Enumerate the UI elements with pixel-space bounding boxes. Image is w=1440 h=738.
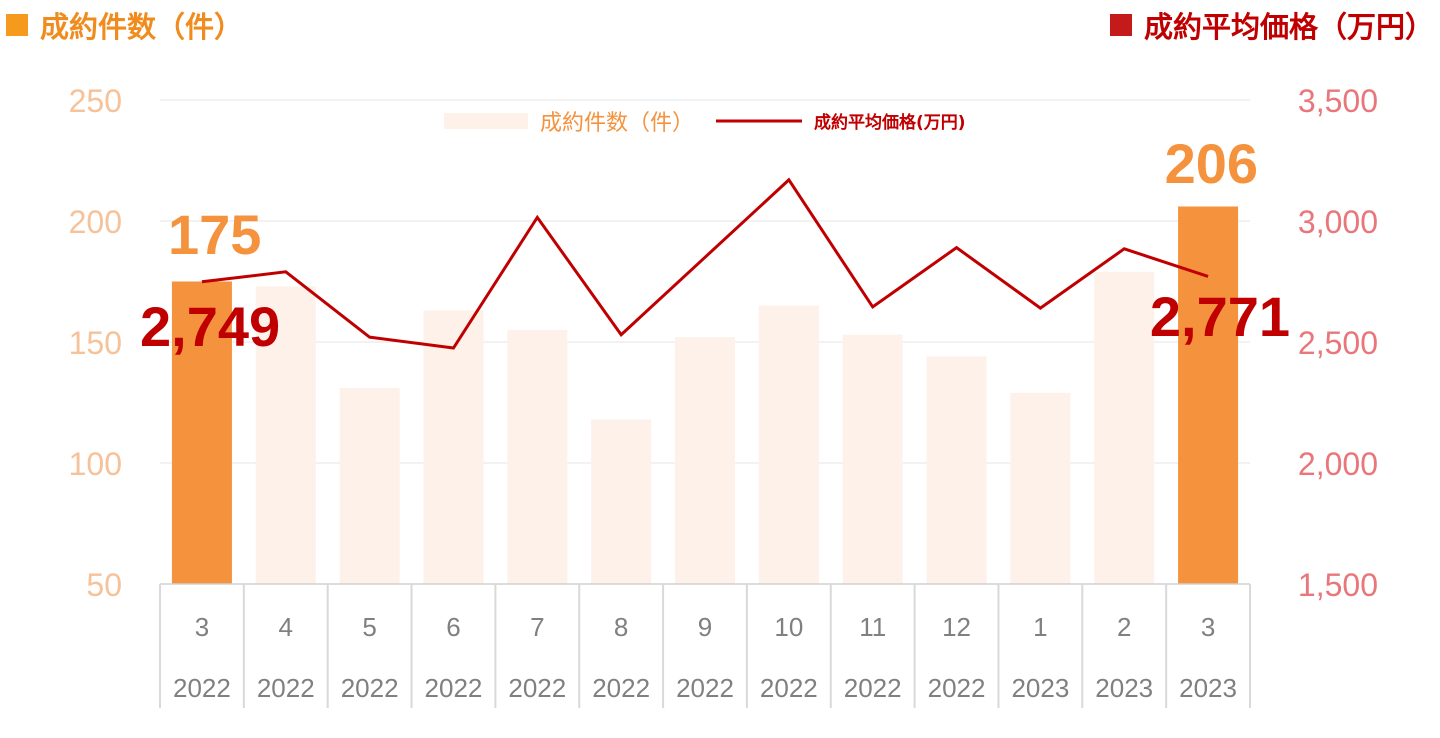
right-axis-tick-label: 2,500: [1298, 325, 1378, 361]
left-axis-header: 成約件数（件）: [6, 4, 243, 46]
right-header-square-icon: [1109, 14, 1132, 36]
category-year-label: 2023: [1095, 673, 1153, 703]
bar: [1178, 206, 1239, 585]
left-header-label: 成約件数（件）: [40, 10, 244, 44]
category-year-label: 2022: [844, 673, 902, 703]
category-year-label: 2022: [257, 673, 315, 703]
category-month-label: 2: [1117, 612, 1131, 642]
category-year-label: 2022: [592, 673, 650, 703]
line-first-value-label: 2,749: [140, 295, 280, 358]
category-year-label: 2022: [508, 673, 566, 703]
left-header-square-icon: [6, 14, 28, 36]
category-month-label: 7: [530, 612, 544, 642]
legend-bar-swatch: [444, 113, 528, 129]
bar-last-value-label: 206: [1165, 132, 1258, 195]
category-month-label: 5: [362, 612, 376, 642]
left-axis-tick-label: 150: [69, 325, 122, 361]
category-month-label: 10: [774, 612, 803, 642]
bar: [591, 419, 652, 584]
price-line: [201, 177, 1209, 350]
category-year-label: 2022: [676, 673, 734, 703]
bar: [339, 387, 400, 584]
legend-line-label: 成約平均価格(万円): [814, 112, 966, 133]
category-month-label: 9: [698, 612, 712, 642]
right-axis-tick-label: 1,500: [1298, 567, 1378, 603]
right-axis-tick-label: 3,500: [1298, 83, 1378, 119]
bar: [255, 286, 316, 584]
category-year-label: 2022: [341, 673, 399, 703]
left-axis-tick-label: 50: [86, 567, 122, 603]
left-axis-tick-label: 200: [69, 204, 122, 240]
legend-bar-label: 成約件数（件）: [540, 111, 694, 136]
bar: [675, 337, 735, 584]
category-month-label: 3: [1201, 612, 1215, 642]
category-month-label: 6: [446, 612, 460, 642]
category-year-label: 2022: [760, 673, 818, 703]
bar-first-value-label: 175: [168, 203, 261, 266]
category-year-label: 2022: [928, 673, 986, 703]
line-last-value-label: 2,771: [1150, 285, 1290, 348]
bar: [171, 281, 232, 584]
bar: [1094, 271, 1155, 584]
right-axis-header: 成約平均価格（万円）: [1109, 4, 1434, 46]
bar: [423, 310, 484, 584]
category-month-label: 12: [942, 612, 971, 642]
category-month-label: 11: [859, 612, 886, 642]
category-year-label: 2023: [1011, 673, 1069, 703]
bar: [758, 305, 819, 584]
bar: [507, 329, 568, 584]
right-axis-tick-label: 3,000: [1298, 204, 1378, 240]
category-month-label: 4: [279, 612, 293, 642]
category-month-label: 8: [614, 612, 628, 642]
category-month-label: 3: [195, 612, 209, 642]
bar: [842, 334, 903, 584]
right-header-label: 成約平均価格（万円）: [1143, 10, 1434, 44]
category-month-label: 1: [1033, 612, 1047, 642]
bar: [926, 356, 987, 584]
category-year-label: 2023: [1179, 673, 1237, 703]
category-year-label: 2022: [425, 673, 483, 703]
bar: [1010, 392, 1071, 584]
left-axis-tick-label: 100: [69, 446, 122, 482]
category-year-label: 2022: [173, 673, 231, 703]
right-axis-tick-label: 2,000: [1298, 446, 1378, 482]
left-axis-tick-label: 250: [69, 83, 122, 119]
